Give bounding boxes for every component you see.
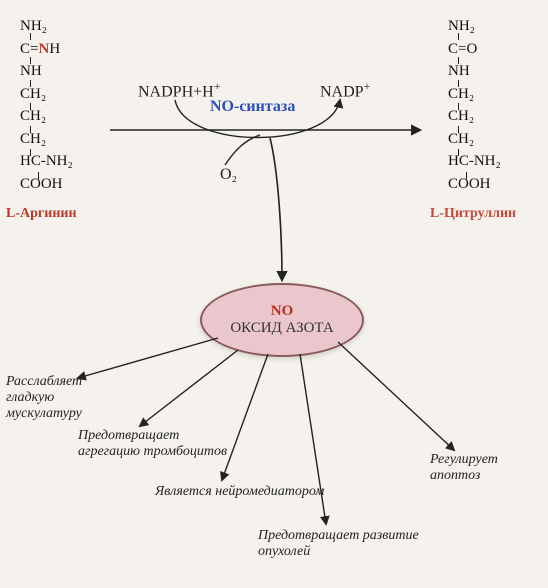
- formula-line: HC-NH₂: [448, 150, 501, 173]
- formula-line: CH₂: [20, 105, 73, 128]
- formula-line: NH: [448, 60, 501, 83]
- molecule-label-arginine: L-Аргинин: [6, 206, 77, 222]
- effect-platelets: Предотвращает агрегацию тромбоцитов: [78, 428, 238, 460]
- formula-line: NH: [20, 60, 73, 83]
- formula-line: C=NH: [20, 38, 73, 61]
- reaction-o2: O₂: [220, 166, 237, 184]
- effect-apoptosis: Регулирует апоптоз: [430, 452, 540, 484]
- molecule-citrulline: NH₂ C=O NH CH₂ CH₂ CH₂ HC-NH₂ COOH: [448, 15, 501, 195]
- effect-smooth-muscle: Расслабляет гладкую мускулатуру: [6, 374, 116, 422]
- product-no-bubble: NO ОКСИД АЗОТА: [200, 283, 364, 357]
- enzyme-no-synthase: NO-синтаза: [210, 98, 295, 116]
- formula-line: CH₂: [20, 128, 73, 151]
- formula-line: HC-NH₂: [20, 150, 73, 173]
- formula-line: NH₂: [20, 15, 73, 38]
- effect-tumor: Предотвращает развитие опухолей: [258, 528, 438, 560]
- formula-line: CH₂: [448, 128, 501, 151]
- effect-neurotransmitter: Является нейромедиатором: [155, 484, 325, 500]
- formula-line: CH₂: [20, 83, 73, 106]
- formula-line: COOH: [448, 173, 501, 196]
- cofactor-nadp: NADP+: [320, 79, 370, 101]
- product-no-name: ОКСИД АЗОТА: [230, 320, 333, 337]
- formula-line: COOH: [20, 173, 73, 196]
- formula-line: CH₂: [448, 105, 501, 128]
- formula-line: CH₂: [448, 83, 501, 106]
- molecule-label-citrulline: L-Цитруллин: [430, 206, 516, 222]
- cofactor-nadph: NADPH+H+: [138, 79, 220, 101]
- product-no-symbol: NO: [271, 303, 294, 320]
- molecule-arginine: NH₂ C=NH NH CH₂ CH₂ CH₂ HC-NH₂ COOH: [20, 15, 73, 195]
- formula-line: NH₂: [448, 15, 501, 38]
- formula-line: C=O: [448, 38, 501, 61]
